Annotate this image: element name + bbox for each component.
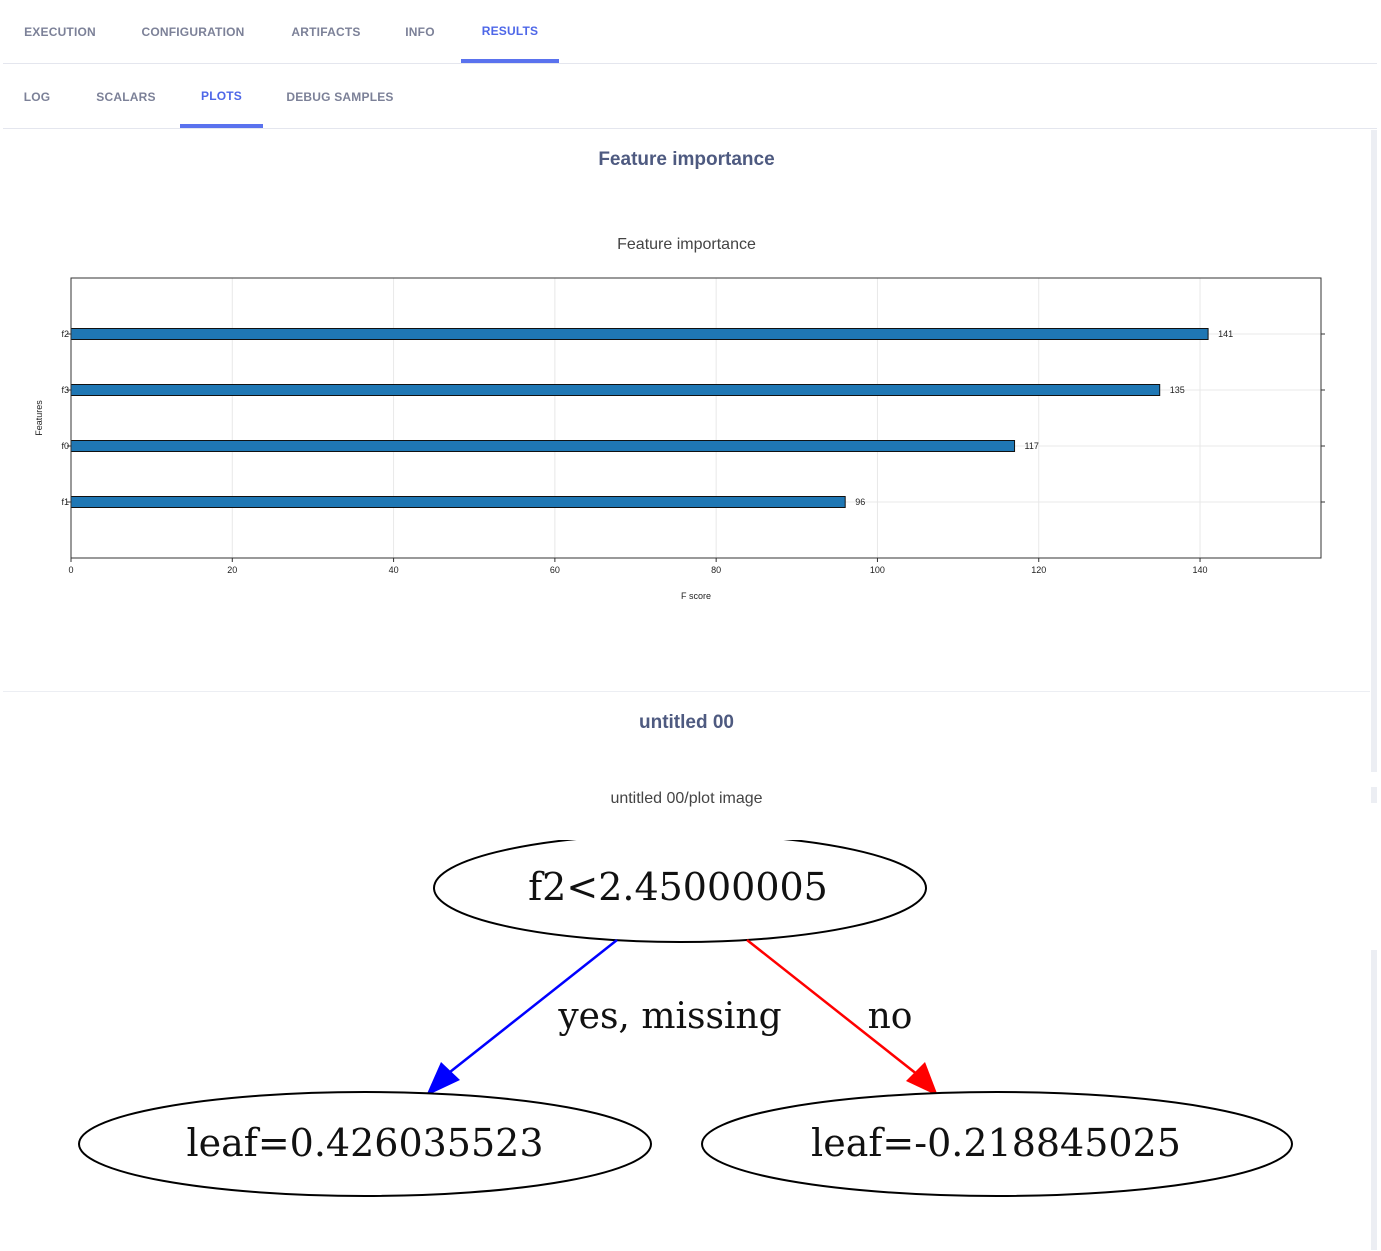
tree-root-label: f2<2.45000005 — [528, 865, 828, 909]
tree-edge-yes — [449, 939, 618, 1073]
tree-leaf-right — [701, 1091, 1293, 1197]
tab-artifacts[interactable]: ARTIFACTS — [291, 24, 361, 39]
data-label-f0: 117 — [1025, 441, 1039, 451]
x-tick-label: 100 — [870, 565, 885, 575]
plot-section-title: Feature importance — [598, 149, 775, 170]
plot-divider — [3, 691, 1370, 692]
tab-debug-samples[interactable]: DEBUG SAMPLES — [286, 89, 394, 104]
plot-section-title: untitled 00 — [638, 712, 734, 733]
tab-execution[interactable]: EXECUTION — [24, 24, 96, 39]
x-tick-label: 40 — [389, 565, 399, 575]
x-tick-label: 0 — [68, 565, 73, 575]
bar-f3 — [70, 384, 1161, 396]
tree-leaf-right-label: leaf=-0.218845025 — [811, 1121, 1181, 1165]
data-label-f3: 135 — [1170, 385, 1185, 395]
chart-bars — [70, 328, 1209, 508]
tab-scalars[interactable]: SCALARS — [96, 89, 156, 104]
tab-plots[interactable]: PLOTS — [180, 65, 263, 128]
decision-tree-image: f2<2.45000005 yes, missing no leaf=0.426… — [78, 840, 1293, 1197]
data-label-f2: 141 — [1218, 329, 1233, 339]
data-label-f1: 96 — [855, 497, 865, 507]
y-tick-label: f1 — [61, 497, 69, 507]
plot-area-frame — [70, 277, 1322, 559]
bar-f0 — [70, 440, 1016, 452]
chart-grid — [70, 278, 1321, 558]
tree-arrowhead-no — [906, 1062, 938, 1096]
main-tabs: EXECUTION CONFIGURATION ARTIFACTS INFO R… — [3, 0, 1377, 64]
scrollbar-track[interactable] — [1371, 787, 1377, 803]
y-tick-label: f3 — [61, 385, 69, 395]
bar-f2 — [70, 328, 1209, 340]
y-tick-label: f2 — [61, 329, 69, 339]
x-axis-label: F score — [681, 591, 711, 601]
plot-title: Feature importance — [617, 236, 756, 253]
tab-results[interactable]: RESULTS — [461, 0, 559, 63]
chart-ticks: 0 20 40 60 80 100 120 140 f2 141 f3 135 f0 117 f1 96 — [61, 329, 1325, 575]
x-tick-label: 80 — [711, 565, 721, 575]
scrollbar-track[interactable] — [1371, 950, 1377, 1250]
x-tick-label: 140 — [1193, 565, 1208, 575]
x-tick-label: 120 — [1031, 565, 1046, 575]
y-axis-label: Features — [34, 400, 44, 436]
tree-arrowhead-yes — [426, 1062, 460, 1096]
bar-f1 — [70, 496, 846, 508]
feature-importance-chart: 0 20 40 60 80 100 120 140 f2 141 f3 135 f0 117 f1 96 F … — [34, 277, 1325, 601]
x-tick-label: 60 — [550, 565, 560, 575]
tab-info[interactable]: INFO — [405, 24, 435, 39]
y-tick-label: f0 — [61, 441, 69, 451]
tab-configuration[interactable]: CONFIGURATION — [141, 24, 245, 39]
tab-log[interactable]: LOG — [23, 89, 51, 104]
scrollbar-track[interactable] — [1371, 130, 1377, 772]
tree-leaf-left-label: leaf=0.426035523 — [186, 1121, 543, 1165]
tree-edge-no-label: no — [868, 996, 913, 1037]
plot-title: untitled 00/plot image — [610, 790, 763, 807]
tree-edge-yes-label: yes, missing — [557, 996, 781, 1037]
tree-edge-no — [746, 939, 919, 1076]
tree-leaf-left — [78, 1091, 652, 1197]
tree-root-node — [433, 840, 927, 943]
results-subtabs: LOG SCALARS PLOTS DEBUG SAMPLES — [3, 65, 1377, 129]
x-tick-label: 20 — [227, 565, 237, 575]
